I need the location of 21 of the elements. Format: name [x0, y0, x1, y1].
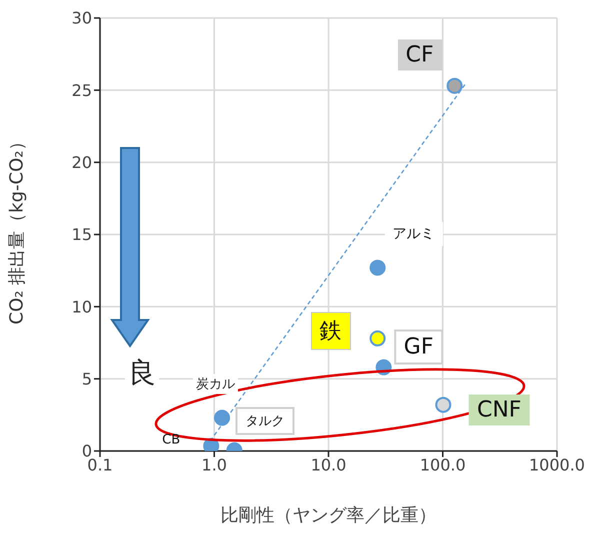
x-tick-label: 100.0	[420, 455, 466, 474]
annotation: CB	[161, 431, 182, 450]
y-tick-label: 20	[72, 153, 92, 172]
x-tick-label: 1.0	[202, 455, 227, 474]
y-tick-label: 10	[72, 297, 92, 316]
annotation: 鉄	[310, 312, 351, 350]
annotation: GF	[394, 330, 444, 365]
annotation: CNF	[468, 394, 530, 426]
y-tick-label: 30	[72, 8, 92, 28]
y-axis-title: CO₂ 排出量（kg-CO₂）	[6, 132, 28, 324]
y-tick-label: 25	[72, 80, 92, 100]
x-tick-label: 1000.0	[529, 455, 585, 474]
annotation: 炭カル	[193, 374, 238, 394]
annotation: タルク	[236, 406, 295, 435]
annotation: CF	[398, 39, 442, 70]
annotation: 良	[125, 353, 159, 393]
x-axis-title: 比剛性（ヤング率／比重）	[220, 505, 436, 526]
x-tick-label: 10.0	[310, 455, 346, 474]
y-tick-label: 5	[82, 370, 92, 389]
y-tick-label: 15	[72, 225, 92, 244]
annotation: アルミ	[384, 222, 443, 246]
